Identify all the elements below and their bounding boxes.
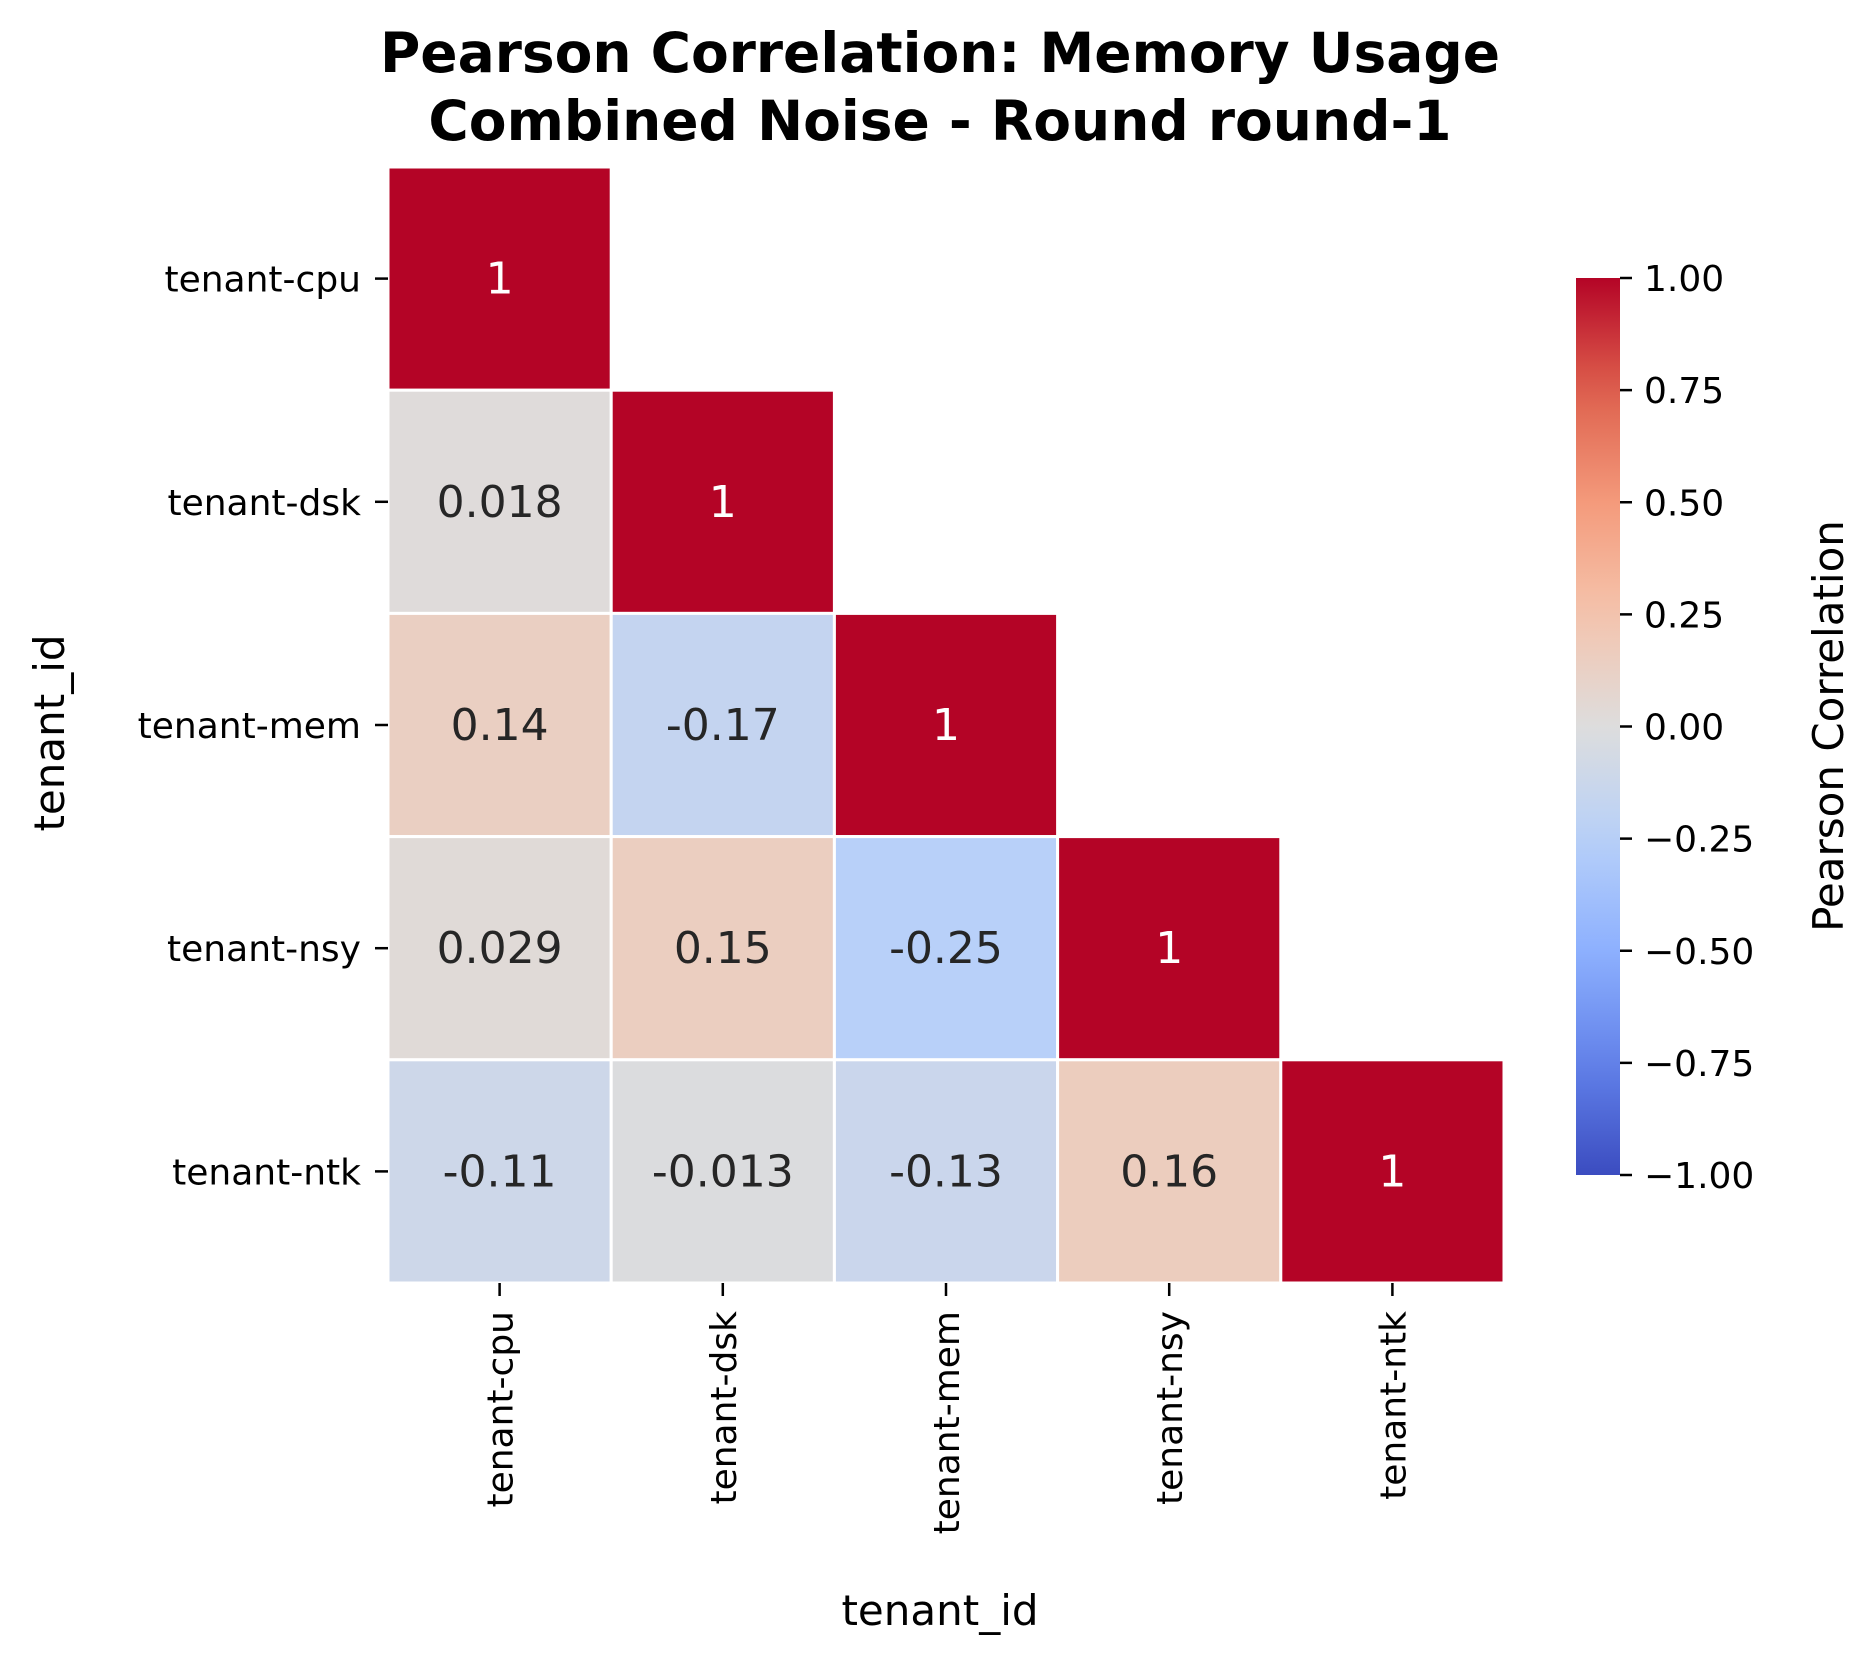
cell-value-label: -0.11 xyxy=(443,1146,557,1197)
x-axis-ticks: tenant-cpu tenant-dsk tenant-mem tenant-nsy… xyxy=(481,1283,1414,1534)
y-tick-label: tenant-nsy xyxy=(167,929,361,970)
y-tick-label: tenant-ntk xyxy=(172,1152,361,1193)
colorbar-tick-label: 0.75 xyxy=(1644,371,1724,412)
colorbar-tick-label: 1.00 xyxy=(1644,259,1724,300)
heatmap-cell-r2-c2 xyxy=(832,611,1060,839)
heatmap-cell-r4-c3 xyxy=(1056,1058,1283,1285)
heatmap-cell-r1-c1 xyxy=(609,388,836,615)
colorbar-tick-label: 0.25 xyxy=(1644,595,1724,636)
colorbar: 1.00 0.75 0.50 0.25 0.00 −0.25 −0.50 −0.75 −1.00 xyxy=(1576,259,1754,1197)
x-tick-label: tenant-ntk xyxy=(1373,1311,1414,1500)
heatmap-cell-r3-c1 xyxy=(609,835,836,1062)
cell-value-label: 1 xyxy=(1378,1146,1406,1197)
colorbar-tick-label: −0.50 xyxy=(1644,932,1754,973)
heatmap-cell-r2-c1 xyxy=(609,611,836,839)
cell-value-label: 1 xyxy=(1155,923,1183,974)
heatmap-cell-r4-c4 xyxy=(1279,1058,1506,1285)
y-tick-label: tenant-dsk xyxy=(167,483,361,524)
cell-value-label: 0.029 xyxy=(437,923,563,974)
cell-value-label: 1 xyxy=(932,700,960,751)
colorbar-tick-label: −1.00 xyxy=(1644,1156,1754,1197)
cell-value-label: 0.018 xyxy=(437,477,563,528)
x-tick-label: tenant-nsy xyxy=(1150,1311,1191,1505)
y-axis-ticks: tenant-cpu tenant-dsk tenant-mem tenant-nsy… xyxy=(138,260,388,1193)
y-tick-label: tenant-cpu xyxy=(164,260,361,301)
cell-value-label: 1 xyxy=(486,254,514,305)
heatmap-cell-r3-c3 xyxy=(1056,835,1283,1062)
heatmap-cell-r4-c1 xyxy=(609,1058,836,1285)
cell-value-label: 1 xyxy=(709,477,737,528)
x-tick-label: tenant-cpu xyxy=(481,1311,522,1508)
y-axis-label: tenant_id xyxy=(25,634,74,831)
colorbar-tick-label: 0.50 xyxy=(1644,483,1724,524)
cell-value-label: -0.13 xyxy=(889,1146,1003,1197)
colorbar-tick-label: −0.25 xyxy=(1644,820,1754,861)
x-axis-label: tenant_id xyxy=(841,1586,1038,1635)
heatmap-cell-r0-c0 xyxy=(386,165,613,392)
y-tick-label: tenant-mem xyxy=(138,706,361,747)
cell-value-label: 0.15 xyxy=(674,923,772,974)
cell-value-label: -0.17 xyxy=(666,700,780,751)
x-tick-label: tenant-mem xyxy=(927,1311,968,1534)
heatmap-cell-r2-c0 xyxy=(386,611,613,839)
cell-value-label: -0.013 xyxy=(652,1146,794,1197)
heatmap-cell-r4-c2 xyxy=(832,1058,1060,1285)
colorbar-tick-label: −0.75 xyxy=(1644,1044,1754,1085)
heatmap-cell-r1-c0 xyxy=(386,388,613,615)
chart-title-line-2: Combined Noise - Round round-1 xyxy=(428,89,1451,153)
colorbar-tick-label: 0.00 xyxy=(1644,708,1724,749)
colorbar-gradient xyxy=(1576,278,1620,1175)
cell-value-label: 0.14 xyxy=(451,700,549,751)
colorbar-label: Pearson Correlation xyxy=(1804,520,1853,932)
cell-value-label: -0.25 xyxy=(889,923,1003,974)
x-tick-label: tenant-dsk xyxy=(704,1311,745,1505)
chart-title-line-1: Pearson Correlation: Memory Usage xyxy=(380,21,1500,85)
heatmap-cells: 1 0.018 1 0.14 -0.17 1 0.029 0.15 -0.25 1 -0.11 -0.… xyxy=(386,165,1506,1285)
cell-value-label: 0.16 xyxy=(1120,1146,1218,1197)
